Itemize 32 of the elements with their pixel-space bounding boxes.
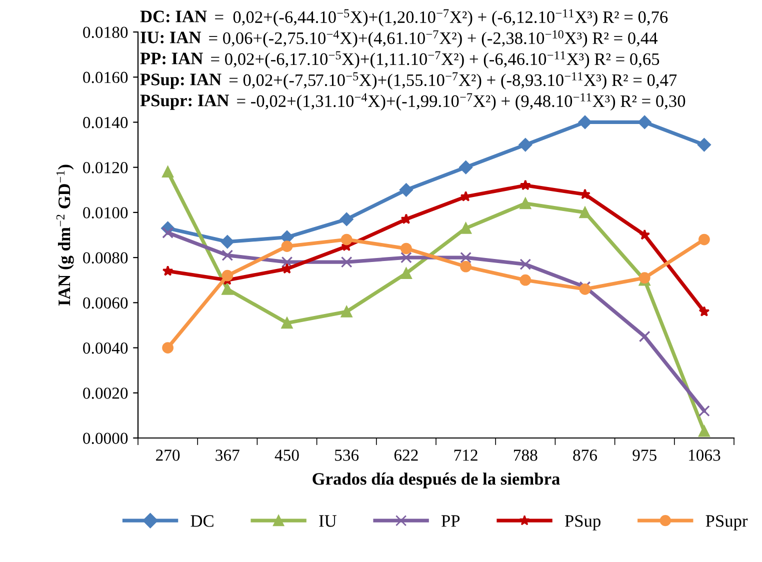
y-tick-label: 0.0100 [83,207,128,218]
x-tick-label: 270 [156,450,180,461]
legend-label: IU [319,515,336,527]
x-tick-label: 536 [335,450,359,461]
text: DC: IAN = 0,02+(-6,44.10$^{−5}$X)+(1,20.10$^{−7}$X²) + (-6,12.10$^{−11}$X³) R² = 0,76 [140,9,668,27]
x-tick-label: 876 [573,450,598,461]
x-tick-label: 975 [632,450,656,461]
x-tick-label: 450 [274,450,299,461]
x-tick-label: 622 [394,450,418,461]
annotation: PSup: IAN = 0,02+(-7,57.10$^{−5}$X)+(1,55.10$^{−7}$X²) + (-8,93.10$^{−11}$X³) R² = 0,47 [140,72,677,90]
legend-label: PP [441,515,460,527]
legend-label: PSup [564,515,600,530]
annotation: PP: IAN = 0,02+(-6,17.10$^{−5}$X)+(1,11.10$^{−7}$X²) + (-6,46.10$^{−11}$X³) R² = 0,65 [140,51,660,69]
y-tick-label: 0.0040 [83,342,128,354]
annotation: PSupr: IAN = -0,02+(1,31.10$^{−4}$X)+(-1,99.10$^{−7}$X²) + (9,48.10$^{−11}$X³) R² = 0,30 [140,93,686,111]
x-tick-label: 788 [514,450,538,461]
y-tick-label: 0.0140 [83,116,128,128]
y-tick-label: 0.0120 [83,162,128,174]
y-tick-label: 0.0020 [83,388,128,399]
y-tick-label: 0.0080 [83,252,128,264]
legend-label: DC [190,515,214,527]
annotation: IU: IAN = 0,06+(-2,75.10$^{−4}$X)+(4,61.10$^{−7}$X²) + (-2,38.10$^{−10}$X³) R² = 0,44 [140,30,658,48]
y-tick-label: 0.0160 [83,72,128,84]
y-tick-label: 0.0000 [83,432,128,444]
x-tick-label: 367 [216,450,240,461]
x-tick-label: 1063 [689,450,720,461]
y-tick-label: 0.0060 [83,297,128,309]
x-axis-title: Grados día después de la siembra [312,472,560,488]
x-tick-label: 712 [454,450,478,461]
legend-label: PSupr [706,515,748,530]
y-axis-title: IAN (g dm$^{−2}$ GD$^{−1}$) [56,164,74,306]
y-tick-label: 0.0180 [83,26,128,38]
